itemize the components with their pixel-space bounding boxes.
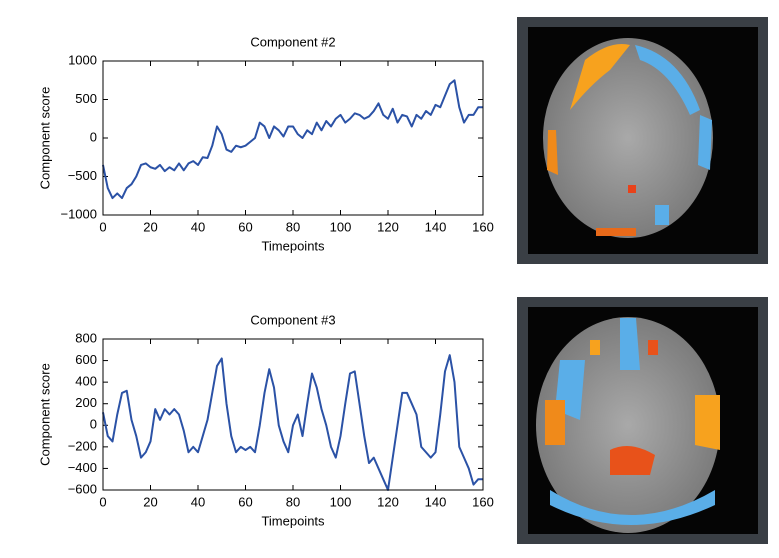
y-tick-label: 800 [75,330,97,345]
plot-frame [102,338,484,491]
x-tick-label: 0 [99,494,106,509]
y-tick-label: 500 [75,91,97,106]
y-tick-label: −600 [68,481,97,496]
x-tick-label: 20 [143,494,157,509]
data-line [102,354,483,491]
y-tick-label: 400 [75,374,97,389]
brain-image-1 [517,17,768,264]
x-tick-label: 100 [330,219,352,234]
y-tick-label: 1000 [68,52,97,67]
y-tick-label: 200 [75,395,97,410]
chart-title: Component #2 [250,34,335,49]
x-tick-label: 60 [238,494,252,509]
x-tick-label: 160 [472,219,494,234]
x-tick-label: 160 [472,494,494,509]
data-line [102,79,483,200]
y-tick-label: −200 [68,438,97,453]
x-tick-label: 120 [377,219,399,234]
y-axis-label: Component score [37,363,52,466]
y-tick-label: 0 [90,417,97,432]
y-axis-label: Component score [37,87,52,190]
x-tick-label: 80 [286,219,300,234]
x-tick-label: 40 [191,219,205,234]
y-tick-label: −500 [68,168,97,183]
x-axis-label: Timepoints [261,238,325,253]
brain-image-2 [517,297,768,544]
x-tick-label: 80 [286,494,300,509]
y-tick-label: 600 [75,352,97,367]
chart-title: Component #3 [250,312,335,327]
x-tick-label: 120 [377,494,399,509]
x-tick-label: 140 [425,219,447,234]
y-tick-label: −400 [68,460,97,475]
x-tick-label: 60 [238,219,252,234]
plot-frame [102,60,484,216]
x-tick-label: 100 [330,494,352,509]
x-tick-label: 0 [99,219,106,234]
x-tick-label: 20 [143,219,157,234]
y-tick-label: −1000 [60,206,97,221]
x-axis-label: Timepoints [261,513,325,528]
x-tick-label: 40 [191,494,205,509]
y-tick-label: 0 [90,129,97,144]
x-tick-label: 140 [425,494,447,509]
